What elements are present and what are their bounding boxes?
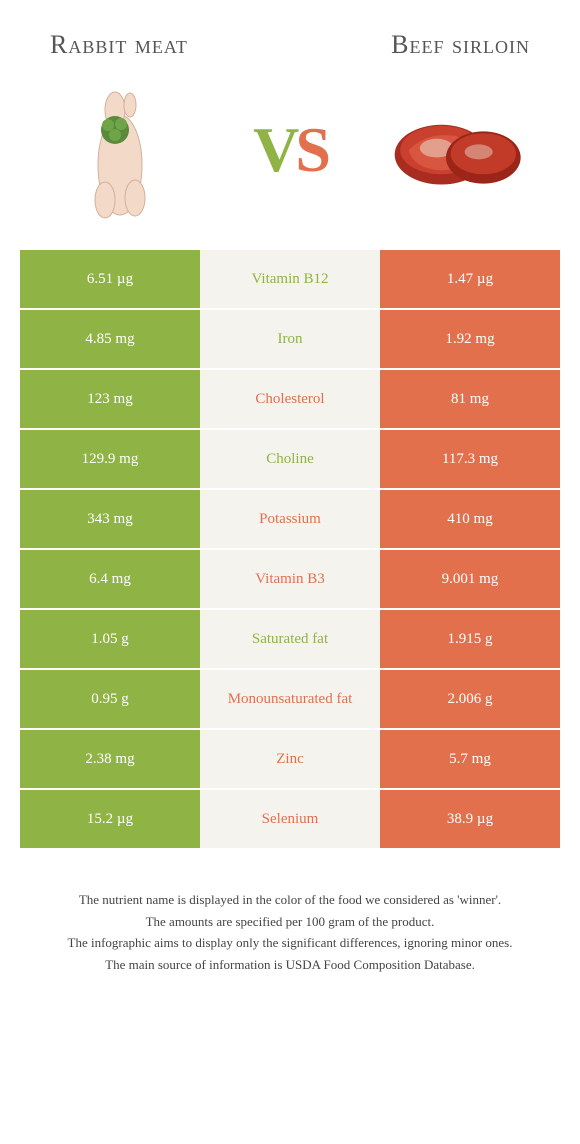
nutrient-label: Cholesterol <box>200 370 380 428</box>
right-value: 1.915 g <box>380 610 560 668</box>
infographic-container: Rabbit meat Beef sirloin VS <box>0 0 580 996</box>
right-value: 2.006 g <box>380 670 560 728</box>
left-food-title: Rabbit meat <box>50 30 188 60</box>
table-row: 6.4 mgVitamin B39.001 mg <box>20 550 560 610</box>
footer-line-2: The amounts are specified per 100 gram o… <box>30 912 550 932</box>
right-value: 81 mg <box>380 370 560 428</box>
left-value: 6.4 mg <box>20 550 200 608</box>
right-value: 38.9 µg <box>380 790 560 848</box>
table-row: 15.2 µgSelenium38.9 µg <box>20 790 560 850</box>
nutrient-label: Potassium <box>200 490 380 548</box>
table-row: 1.05 gSaturated fat1.915 g <box>20 610 560 670</box>
footer-notes: The nutrient name is displayed in the co… <box>0 850 580 996</box>
left-value: 0.95 g <box>20 670 200 728</box>
left-food-image <box>50 80 190 220</box>
vs-label: VS <box>253 113 327 187</box>
nutrient-label: Saturated fat <box>200 610 380 668</box>
nutrient-label: Choline <box>200 430 380 488</box>
left-value: 2.38 mg <box>20 730 200 788</box>
right-value: 1.47 µg <box>380 250 560 308</box>
nutrient-label: Iron <box>200 310 380 368</box>
table-row: 123 mgCholesterol81 mg <box>20 370 560 430</box>
right-value: 1.92 mg <box>380 310 560 368</box>
vs-s: S <box>295 114 327 185</box>
footer-line-1: The nutrient name is displayed in the co… <box>30 890 550 910</box>
table-row: 2.38 mgZinc5.7 mg <box>20 730 560 790</box>
vs-v: V <box>253 114 295 185</box>
right-value: 5.7 mg <box>380 730 560 788</box>
left-value: 15.2 µg <box>20 790 200 848</box>
left-value: 129.9 mg <box>20 430 200 488</box>
left-value: 123 mg <box>20 370 200 428</box>
table-row: 0.95 gMonounsaturated fat2.006 g <box>20 670 560 730</box>
right-value: 9.001 mg <box>380 550 560 608</box>
table-row: 343 mgPotassium410 mg <box>20 490 560 550</box>
right-value: 117.3 mg <box>380 430 560 488</box>
right-food-title: Beef sirloin <box>391 30 530 60</box>
nutrient-label: Selenium <box>200 790 380 848</box>
right-value: 410 mg <box>380 490 560 548</box>
nutrient-table: 6.51 µgVitamin B121.47 µg4.85 mgIron1.92… <box>20 250 560 850</box>
table-row: 4.85 mgIron1.92 mg <box>20 310 560 370</box>
table-row: 6.51 µgVitamin B121.47 µg <box>20 250 560 310</box>
footer-line-4: The main source of information is USDA F… <box>30 955 550 975</box>
right-food-image <box>390 80 530 220</box>
vs-row: VS <box>0 70 580 250</box>
left-value: 6.51 µg <box>20 250 200 308</box>
left-value: 1.05 g <box>20 610 200 668</box>
header: Rabbit meat Beef sirloin <box>0 0 580 70</box>
nutrient-label: Monounsaturated fat <box>200 670 380 728</box>
nutrient-label: Vitamin B3 <box>200 550 380 608</box>
nutrient-label: Zinc <box>200 730 380 788</box>
nutrient-label: Vitamin B12 <box>200 250 380 308</box>
footer-line-3: The infographic aims to display only the… <box>30 933 550 953</box>
left-value: 343 mg <box>20 490 200 548</box>
table-row: 129.9 mgCholine117.3 mg <box>20 430 560 490</box>
left-value: 4.85 mg <box>20 310 200 368</box>
